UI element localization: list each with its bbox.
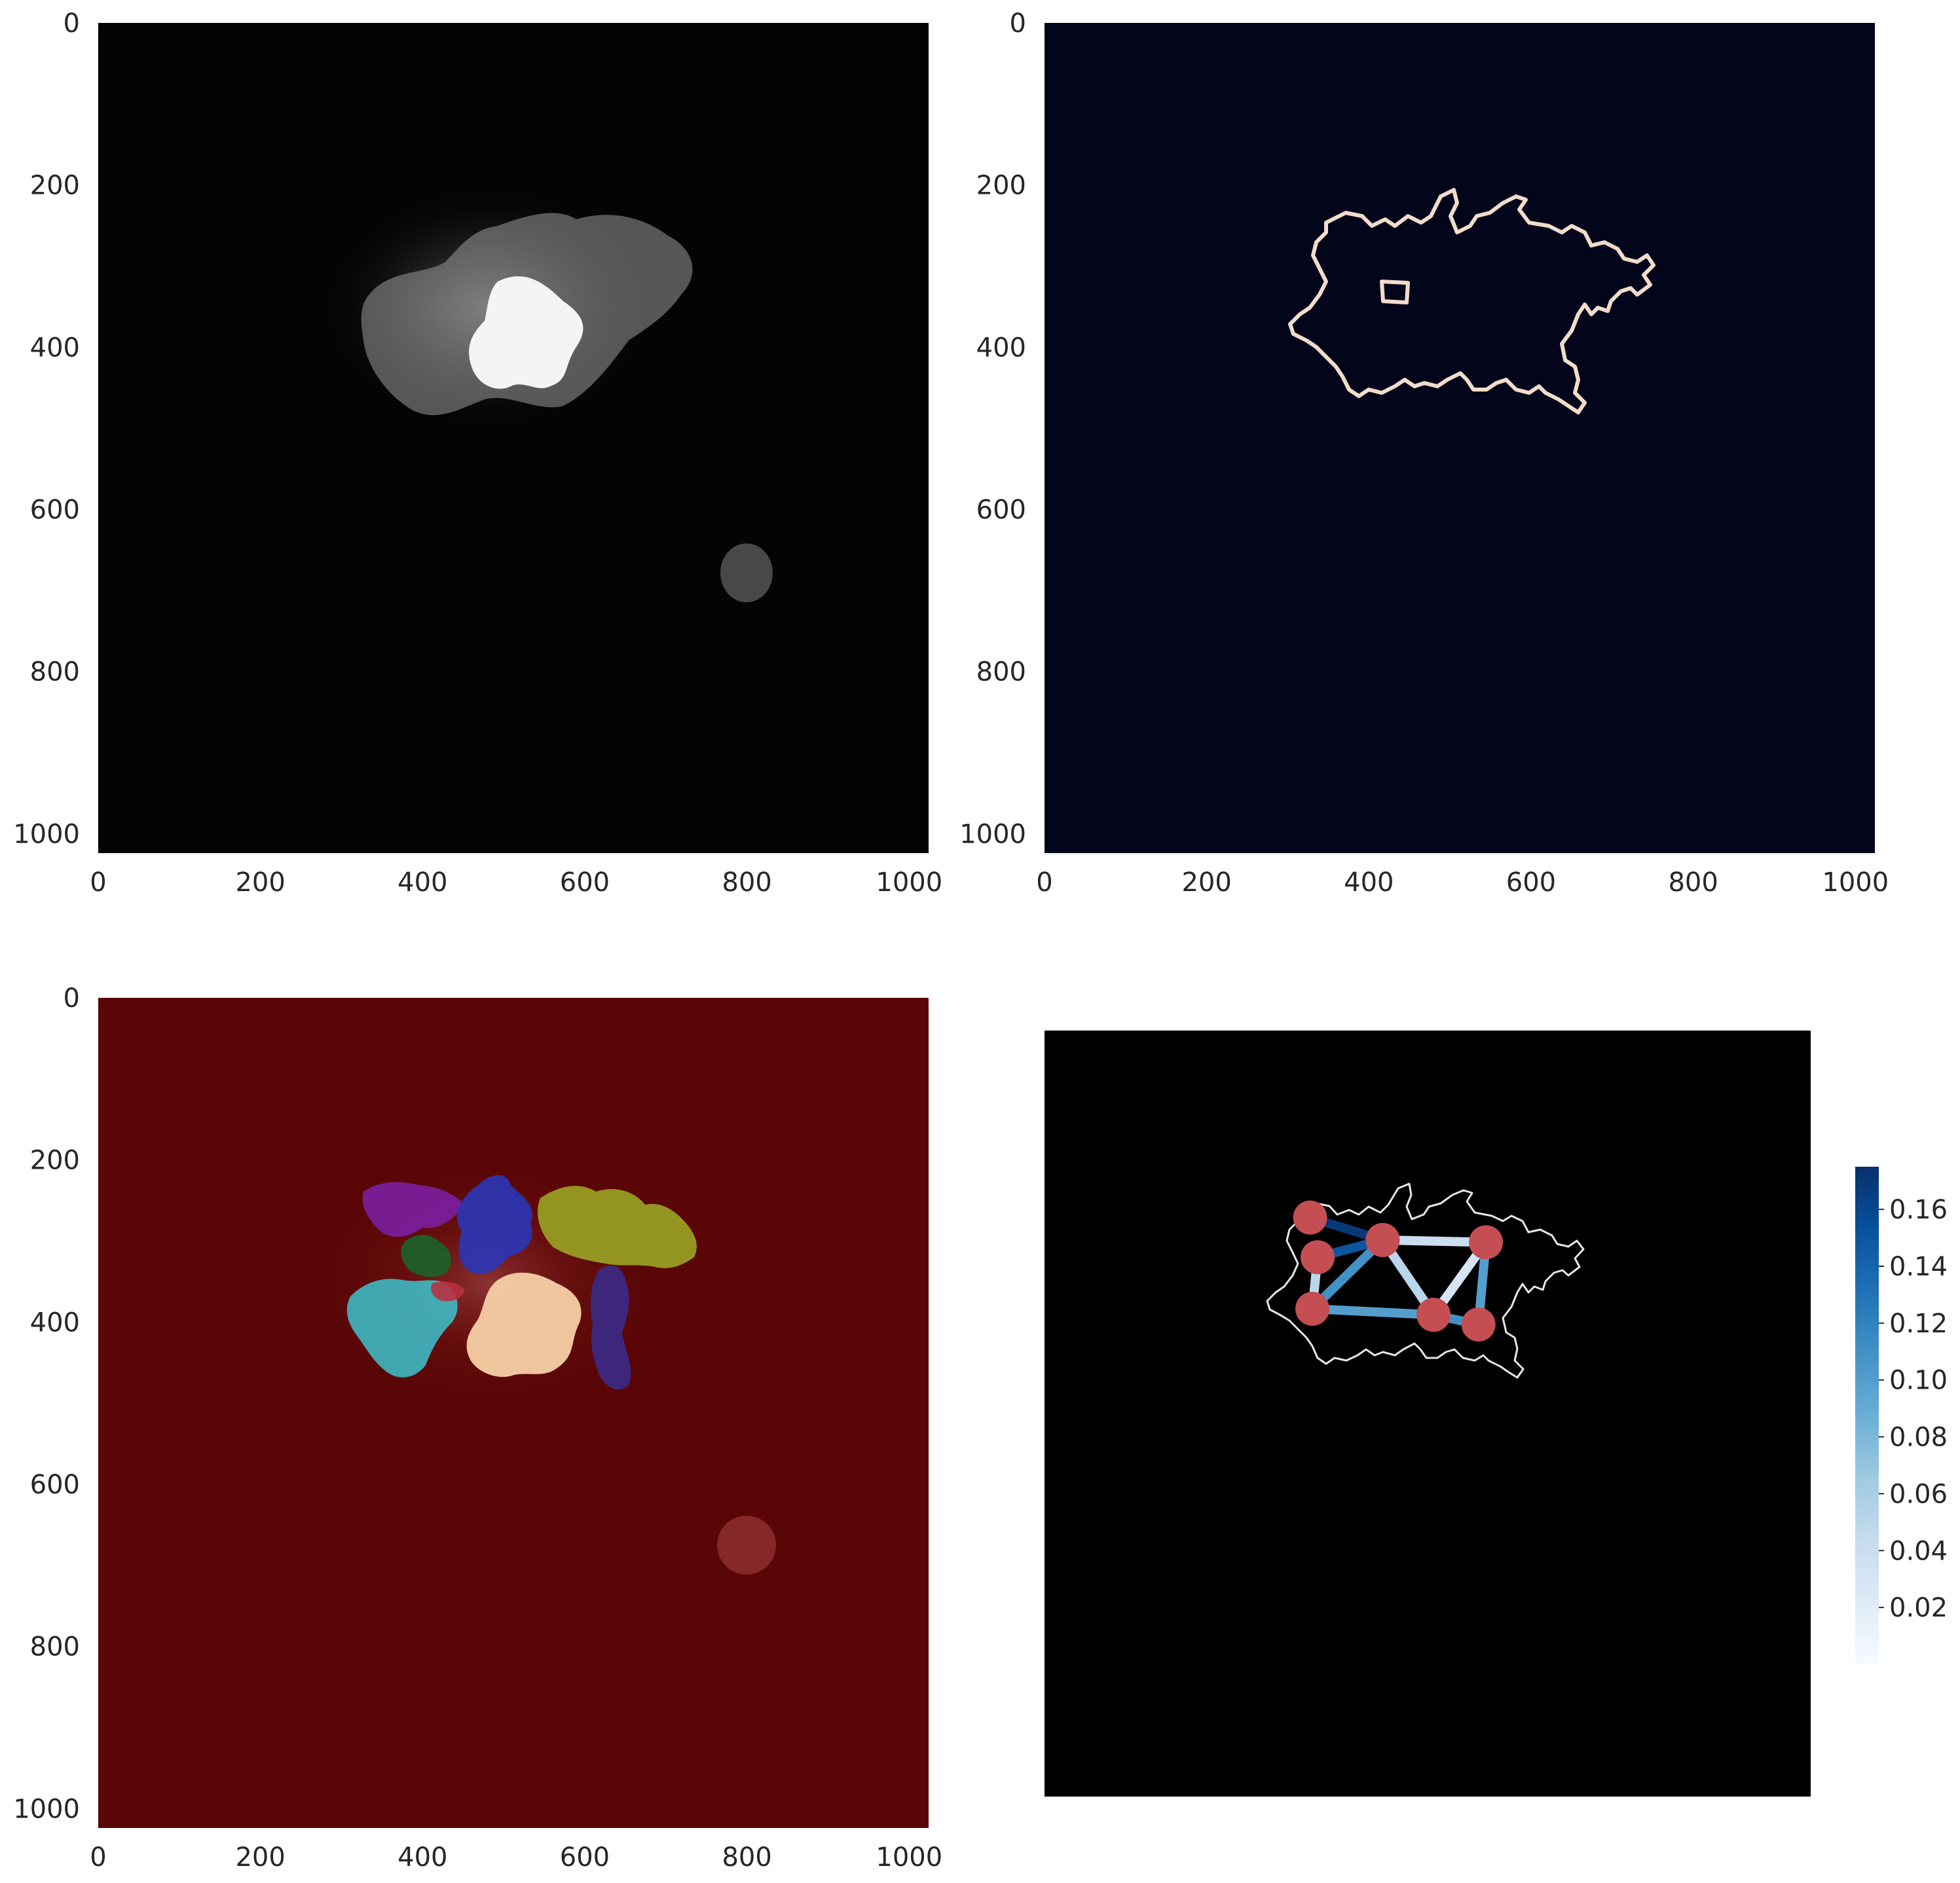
y-tick-label: 200: [30, 1146, 80, 1176]
y-tick-label: 0: [1010, 9, 1026, 39]
network-node: [1461, 1307, 1496, 1342]
colorbar-tick-label: 0.10: [1889, 1366, 1948, 1396]
x-tick-label: 200: [235, 1842, 285, 1873]
panel-bottom-right: [1045, 1031, 1879, 1797]
network-node: [1469, 1225, 1504, 1260]
y-tick-label: 0: [64, 983, 80, 1014]
network-nodes: [1293, 1200, 1504, 1342]
y-tick-label: 400: [30, 333, 80, 363]
colorbar-tick-label: 0.06: [1889, 1479, 1948, 1509]
y-tick-label: 200: [976, 171, 1026, 201]
x-tick-label: 600: [560, 1842, 610, 1873]
bright-cell: [469, 276, 583, 389]
axis-ticks: 0 200 400 600 800 1000 0 200 400 600 800 1000 0 200 40…: [13, 9, 1948, 1873]
x-tick-label: 1000: [876, 1842, 942, 1873]
colorbar-tick-label: 0.12: [1889, 1309, 1948, 1339]
x-tick-label: 1000: [1822, 868, 1889, 898]
image-bottom-right: [1045, 1031, 1811, 1797]
colorbar: [1855, 1167, 1879, 1664]
colorbar-tick-label: 0.04: [1889, 1536, 1948, 1566]
y-tick-label: 800: [976, 657, 1026, 687]
x-tick-label: 800: [1668, 868, 1718, 898]
red-spot: [717, 1516, 776, 1575]
network-edge: [1378, 1235, 1491, 1247]
network-node: [1365, 1222, 1400, 1257]
panel-bottom-left: [98, 998, 929, 1828]
y-tick-label: 200: [30, 171, 80, 201]
image-top-right: [1045, 23, 1875, 853]
y-tick-label: 1000: [13, 819, 80, 849]
cell-outline: [1266, 1182, 1585, 1379]
x-tick-label: 600: [560, 868, 610, 898]
y-tick-label: 600: [976, 495, 1026, 525]
y-tick-label: 1000: [959, 819, 1026, 849]
colorbar-tick-label: 0.16: [1889, 1195, 1948, 1225]
y-tick-label: 600: [30, 495, 80, 525]
x-tick-label: 600: [1506, 868, 1556, 898]
y-tick-label: 800: [30, 1632, 80, 1662]
segment-olive: [538, 1186, 697, 1268]
segment-purple: [362, 1182, 465, 1237]
x-tick-label: 1000: [876, 868, 942, 898]
bright-spot: [720, 543, 773, 602]
network-edge: [1308, 1304, 1439, 1320]
y-tick-label: 800: [30, 657, 80, 687]
y-tick-label: 600: [30, 1470, 80, 1500]
x-tick-label: 0: [1036, 868, 1052, 898]
x-tick-label: 400: [398, 868, 447, 898]
colorbar-tick-label: 0.08: [1889, 1423, 1948, 1453]
panel-top-left: [98, 23, 929, 853]
x-tick-label: 400: [398, 1842, 447, 1873]
network-node: [1301, 1240, 1335, 1275]
segment-blue: [457, 1175, 532, 1275]
x-tick-label: 200: [235, 868, 285, 898]
network-node: [1295, 1292, 1330, 1326]
y-tick-label: 0: [64, 9, 80, 39]
y-tick-label: 1000: [13, 1794, 80, 1824]
segment-cyan: [346, 1279, 458, 1378]
x-tick-label: 400: [1344, 868, 1394, 898]
network-node: [1293, 1200, 1327, 1235]
segment-indigo: [591, 1265, 631, 1390]
x-tick-label: 0: [90, 1842, 106, 1873]
x-tick-label: 200: [1181, 868, 1231, 898]
x-tick-label: 0: [90, 868, 106, 898]
cell-contour: [1288, 188, 1655, 414]
segment-red: [431, 1281, 465, 1302]
image-top-left: [98, 23, 929, 853]
panel-top-right: [1045, 23, 1875, 853]
segment-peach: [466, 1272, 582, 1378]
network-node: [1416, 1298, 1451, 1332]
x-tick-label: 800: [722, 868, 771, 898]
x-tick-label: 800: [722, 1842, 771, 1873]
colorbar-tick-label: 0.02: [1889, 1593, 1948, 1623]
y-tick-label: 400: [976, 333, 1026, 363]
segment-green: [401, 1234, 452, 1277]
colorbar-tick-label: 0.14: [1889, 1252, 1948, 1282]
y-tick-label: 400: [30, 1307, 80, 1338]
